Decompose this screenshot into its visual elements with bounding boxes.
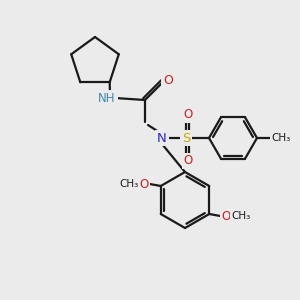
- Text: O: O: [183, 154, 193, 167]
- Text: CH₃: CH₃: [272, 133, 291, 143]
- Text: CH₃: CH₃: [119, 179, 138, 189]
- Text: O: O: [163, 74, 173, 86]
- Text: S: S: [182, 131, 190, 145]
- Text: O: O: [139, 178, 148, 190]
- Text: N: N: [157, 131, 167, 145]
- Text: CH₃: CH₃: [232, 211, 251, 221]
- Text: O: O: [222, 209, 231, 223]
- Text: NH: NH: [98, 92, 116, 104]
- Text: O: O: [183, 109, 193, 122]
